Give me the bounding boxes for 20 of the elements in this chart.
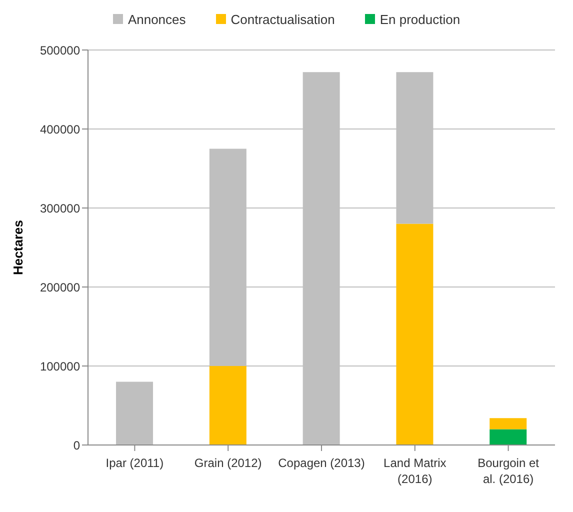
y-axis-title: Hectares — [10, 220, 26, 275]
y-tick-label: 500000 — [40, 43, 80, 58]
x-tick-label: Grain (2012) — [194, 456, 262, 470]
y-tick-label: 300000 — [40, 201, 80, 216]
x-tick-label: Ipar (2011) — [106, 456, 164, 470]
y-tick-label: 100000 — [40, 359, 80, 374]
y-tick-label: 200000 — [40, 280, 80, 294]
legend-label: Contractualisation — [230, 12, 335, 26]
y-tick-label: 0 — [73, 438, 80, 452]
bar — [209, 366, 246, 445]
legend-label: Annonces — [126, 12, 186, 26]
y-tick-label: 400000 — [40, 122, 80, 136]
x-tick-label: Land Matrix (2016) — [384, 456, 446, 486]
bar — [396, 224, 434, 445]
x-tick-label: Copagen (2013) — [278, 456, 365, 470]
bar — [490, 429, 527, 445]
bar — [116, 382, 154, 445]
x-tick-label: Bourgoin et al. (2016) — [478, 456, 540, 486]
bar — [490, 418, 527, 430]
legend-label: En production — [378, 12, 460, 26]
